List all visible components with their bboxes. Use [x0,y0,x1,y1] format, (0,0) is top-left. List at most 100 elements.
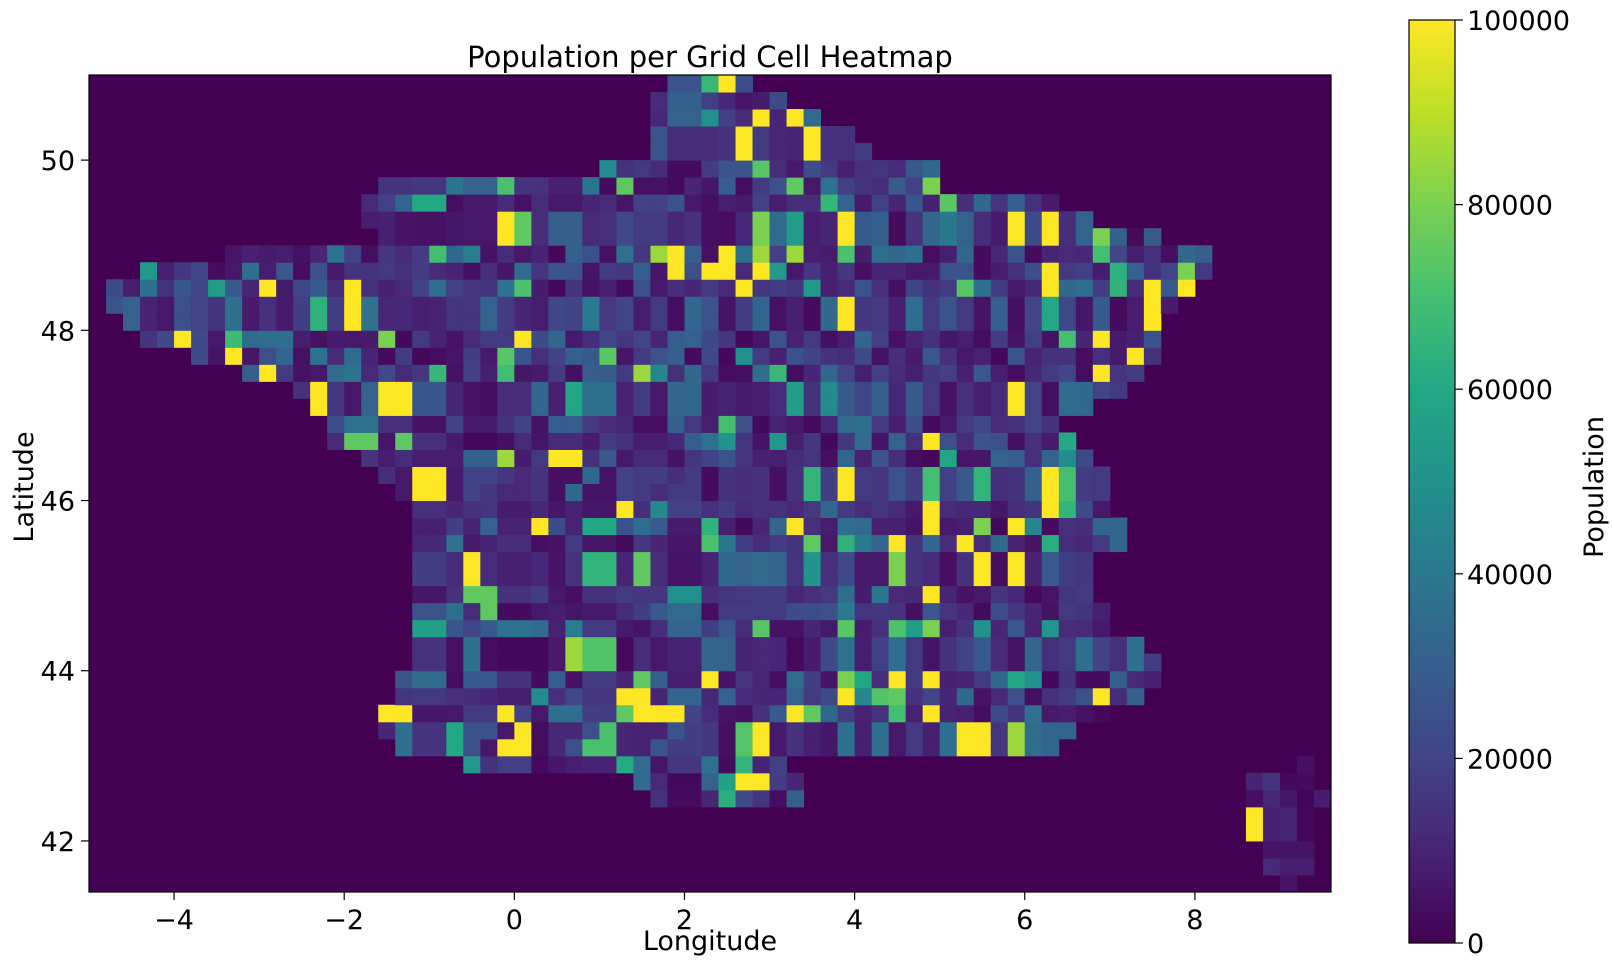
heatmap-cell [1075,364,1094,382]
heatmap-cell [990,738,1009,757]
heatmap-cell [276,347,294,365]
heatmap-cell [565,398,583,416]
heatmap-cell [956,415,975,433]
heatmap-cell [752,347,771,365]
heatmap-cell [837,432,856,450]
heatmap-cell [259,262,277,280]
heatmap-cell [565,228,583,246]
heatmap-cell [667,721,685,740]
heatmap-cell [735,534,754,553]
heatmap-cell [684,415,702,433]
heatmap-cell [684,483,702,502]
heatmap-cell [327,279,345,297]
heatmap-cell [803,279,822,297]
heatmap-cell [871,415,890,433]
heatmap-cell [650,789,668,808]
heatmap-cell [1058,500,1077,519]
heatmap-cell [1007,398,1026,416]
heatmap-cell [446,211,464,229]
heatmap-cell [667,262,685,280]
heatmap-cell [344,381,362,399]
heatmap-cell [752,483,771,502]
heatmap-cell [684,75,702,93]
heatmap-cell [565,313,583,331]
heatmap-cell [514,636,532,655]
heatmap-cell [497,483,515,502]
heatmap-cell [905,160,924,178]
heatmap-cell [1007,228,1026,246]
heatmap-cell [395,670,413,689]
heatmap-cell [429,381,447,399]
heatmap-cell [752,245,771,263]
heatmap-cell [735,228,754,246]
heatmap-cell [412,211,430,229]
heatmap-cell [310,381,328,399]
heatmap-cell [1041,347,1060,365]
heatmap-cell [616,262,634,280]
heatmap-cell [684,313,702,331]
heatmap-cell [633,364,651,382]
heatmap-cell [1041,296,1060,314]
heatmap-cell [1075,279,1094,297]
heatmap-cell [548,755,566,774]
heatmap-cell [718,347,737,365]
heatmap-cell [871,262,890,280]
heatmap-cell [820,585,839,604]
heatmap-cell [701,636,719,655]
heatmap-cell [939,602,958,621]
heatmap-cell [905,415,924,433]
heatmap-cell [599,534,617,553]
heatmap-cell [837,670,856,689]
heatmap-cell [497,211,515,229]
heatmap-cell [990,619,1009,638]
heatmap-cell [480,296,498,314]
heatmap-cell [225,279,243,297]
heatmap-cell [973,721,992,740]
heatmap-cell [769,211,788,229]
heatmap-cell [1024,279,1043,297]
heatmap-cell [565,177,583,195]
heatmap-cell [684,517,702,536]
heatmap-cell [769,721,788,740]
heatmap-cell [514,296,532,314]
heatmap-cell [786,500,805,519]
heatmap-cell [990,398,1009,416]
heatmap-cell [514,619,532,638]
heatmap-cell [735,653,754,672]
heatmap-cell [888,364,907,382]
heatmap-cell [429,296,447,314]
heatmap-cell [480,228,498,246]
heatmap-cell [412,313,430,331]
heatmap-cell [990,687,1009,706]
heatmap-cell [769,347,788,365]
heatmap-cell [191,313,209,331]
heatmap-cell [548,568,566,587]
heatmap-cell [752,262,771,280]
heatmap-cell [769,789,788,808]
heatmap-cell [633,534,651,553]
heatmap-cell [1075,585,1094,604]
heatmap-cell [684,449,702,467]
heatmap-cell [905,381,924,399]
heatmap-cell [599,432,617,450]
heatmap-cell [718,313,737,331]
heatmap-cell [922,449,941,467]
heatmap-cell [667,330,685,348]
heatmap-cell [701,704,719,723]
heatmap-cell [667,670,685,689]
heatmap-cell [888,296,907,314]
heatmap-cell [973,381,992,399]
heatmap-cell [905,279,924,297]
heatmap-cell [582,330,600,348]
heatmap-cell [752,177,771,195]
heatmap-cell [140,296,158,314]
heatmap-cell [956,534,975,553]
heatmap-cell [667,534,685,553]
heatmap-cell [633,245,651,263]
heatmap-cell [514,313,532,331]
heatmap-cell [701,619,719,638]
heatmap-cell [582,585,600,604]
heatmap-cell [531,228,549,246]
heatmap-cell [531,755,549,774]
